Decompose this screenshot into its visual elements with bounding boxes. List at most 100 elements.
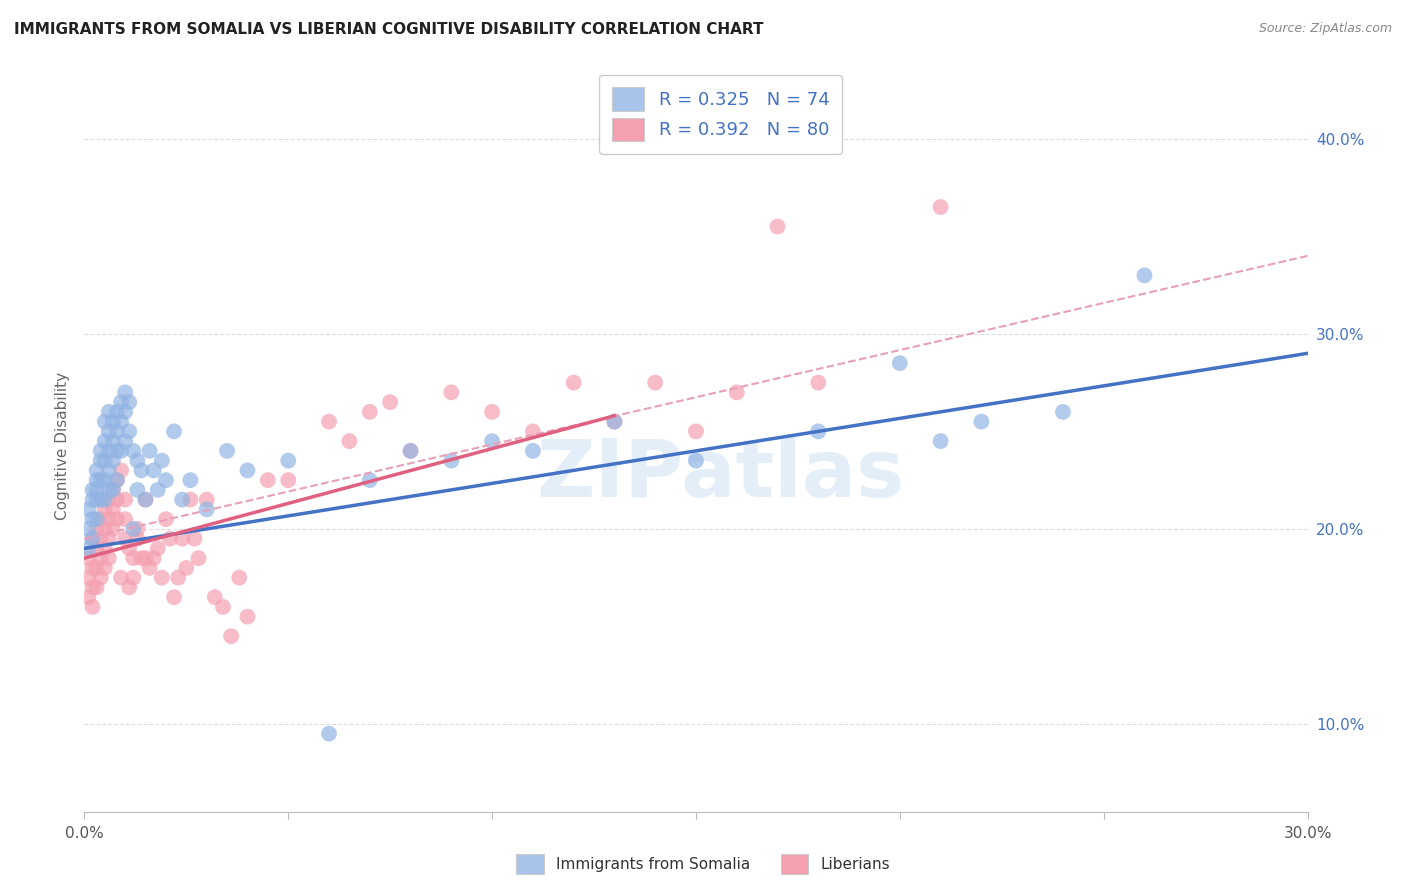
Point [122,443,145,458]
Point [172,492,194,507]
Point [114,434,136,449]
Point [90,512,112,526]
Point [86,473,108,487]
Point [101,502,124,516]
Point [93,522,115,536]
Text: IMMIGRANTS FROM SOMALIA VS LIBERIAN COGNITIVE DISABILITY CORRELATION CHART: IMMIGRANTS FROM SOMALIA VS LIBERIAN COGN… [14,22,763,37]
Point [122,571,145,585]
Point [82,512,104,526]
Point [105,425,128,439]
Point [105,492,128,507]
Point [179,473,201,487]
Point [122,551,145,566]
Point [101,483,124,497]
Point [725,385,748,400]
Point [228,571,250,585]
Point [440,385,463,400]
Point [603,415,626,429]
Point [93,434,115,449]
Point [135,492,157,507]
Point [155,512,177,526]
Point [603,415,626,429]
Point [86,483,108,497]
Point [90,492,112,507]
Point [86,541,108,556]
Point [440,453,463,467]
Point [179,492,201,507]
Point [183,532,205,546]
Point [82,532,104,546]
Point [118,581,141,595]
Point [135,492,157,507]
Point [118,425,141,439]
Point [146,541,169,556]
Point [359,405,381,419]
Point [163,425,186,439]
Point [318,727,340,741]
Point [217,443,239,458]
Point [219,629,242,643]
Point [77,541,100,556]
Point [807,425,830,439]
Point [522,443,544,458]
Point [114,512,136,526]
Point [82,492,104,507]
Point [114,385,136,400]
Point [127,522,149,536]
Point [97,532,120,546]
Point [138,443,160,458]
Point [195,492,218,507]
Point [86,522,108,536]
Point [86,561,108,575]
Text: ZIPatlas: ZIPatlas [536,436,904,515]
Point [97,492,120,507]
Point [97,483,120,497]
Point [101,415,124,429]
Point [97,443,120,458]
Point [1133,268,1156,283]
Text: Source: ZipAtlas.com: Source: ZipAtlas.com [1258,22,1392,36]
Point [380,395,402,409]
Point [97,551,120,566]
Point [101,522,124,536]
Point [97,405,120,419]
Point [90,571,112,585]
Point [82,532,104,546]
Point [150,571,173,585]
Y-axis label: Cognitive Disability: Cognitive Disability [55,372,70,520]
Point [86,581,108,595]
Point [105,473,128,487]
Point [399,443,422,458]
Point [339,434,361,449]
Point [929,200,952,214]
Point [93,415,115,429]
Point [127,532,149,546]
Point [86,463,108,477]
Point [90,532,112,546]
Point [82,599,104,614]
Point [105,405,128,419]
Point [90,551,112,566]
Point [77,502,100,516]
Point [114,405,136,419]
Point [163,590,186,604]
Point [114,492,136,507]
Point [110,571,132,585]
Point [807,376,830,390]
Legend: R = 0.325   N = 74, R = 0.392   N = 80: R = 0.325 N = 74, R = 0.392 N = 80 [599,75,842,153]
Point [150,453,173,467]
Point [236,463,259,477]
Point [277,453,299,467]
Point [110,415,132,429]
Point [685,425,707,439]
Point [77,571,100,585]
Point [257,473,280,487]
Point [101,453,124,467]
Point [105,512,128,526]
Point [86,512,108,526]
Point [118,395,141,409]
Point [481,405,503,419]
Point [187,551,209,566]
Point [105,473,128,487]
Point [93,473,115,487]
